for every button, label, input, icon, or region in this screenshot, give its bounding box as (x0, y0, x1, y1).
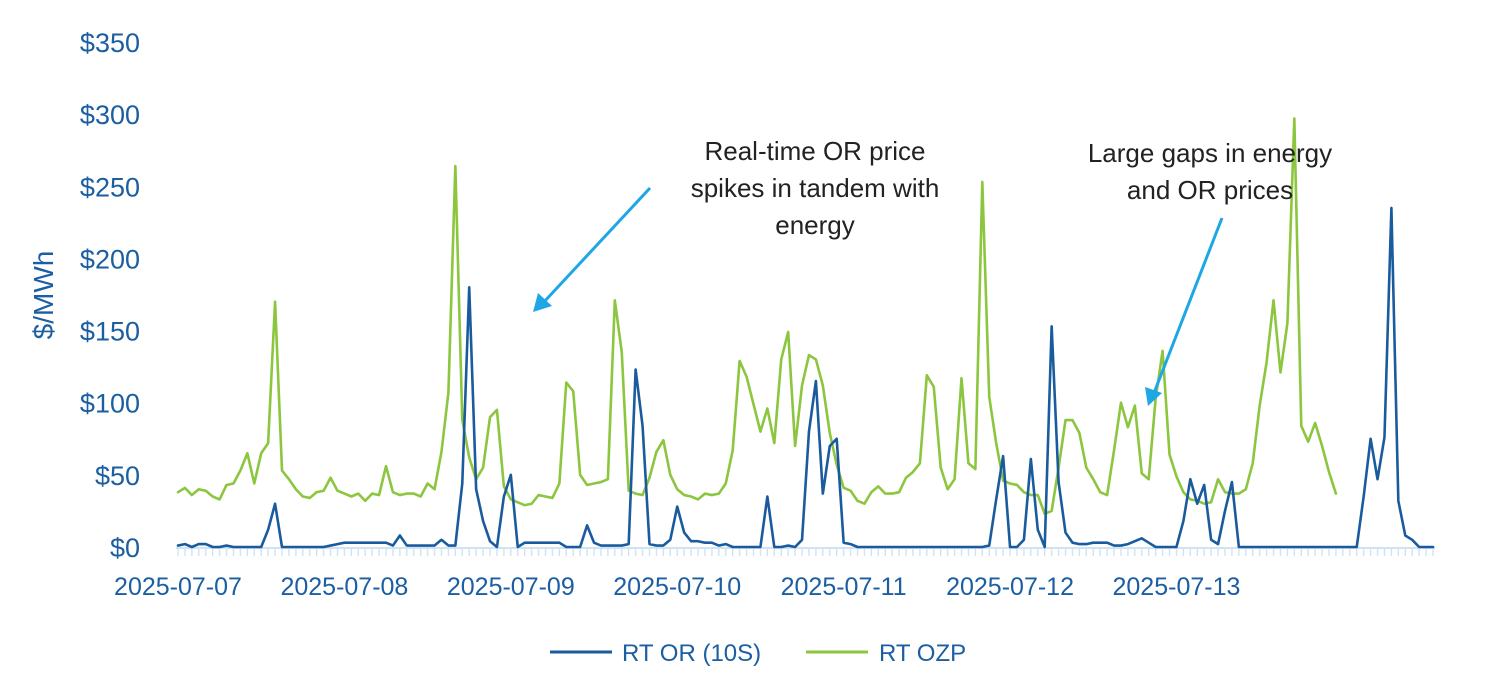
x-tick-label: 2025-07-08 (280, 573, 408, 601)
x-axis (176, 547, 1435, 556)
annotation-arrow (541, 186, 652, 305)
legend-label-rt-or: RT OR (10S) (622, 640, 761, 667)
y-axis-ticks: $0 $50 $100 $150 $200 $250 $300 $350 (80, 28, 140, 563)
x-tick-label: 2025-07-07 (114, 573, 242, 601)
y-tick-label: $150 (80, 317, 140, 347)
y-tick-label: $200 (80, 244, 140, 274)
series-layer (176, 117, 1435, 549)
annotation-line: Real-time OR price (704, 136, 925, 166)
annotation-or-spikes: Real-time OR price spikes in tandem with… (533, 136, 939, 312)
annotation-line: Large gaps in energy (1088, 138, 1332, 168)
x-tick-label: 2025-07-13 (1113, 573, 1241, 601)
legend: RT OR (10S) RT OZP (550, 640, 966, 667)
x-tick-label: 2025-07-09 (447, 573, 575, 601)
annotation-arrowhead (1145, 387, 1162, 406)
x-tick-label: 2025-07-12 (946, 573, 1074, 601)
x-tick-label: 2025-07-11 (781, 573, 907, 601)
annotation-arrowhead (533, 293, 552, 312)
series-line-rt-ozp (176, 117, 1338, 516)
x-tick-label: 2025-07-10 (613, 573, 741, 601)
annotation-line: energy (775, 210, 855, 240)
legend-label-rt-ozp: RT OZP (879, 640, 966, 667)
series-line-rt-or (176, 206, 1435, 549)
x-axis-ticks: 2025-07-07 2025-07-08 2025-07-09 2025-07-10… (114, 573, 1240, 601)
y-tick-label: $0 (110, 533, 140, 563)
y-tick-label: $100 (80, 389, 140, 419)
annotation-line: spikes in tandem with (691, 173, 940, 203)
y-tick-label: $50 (95, 461, 140, 491)
y-axis-label: $/MWh (28, 251, 59, 340)
annotation-large-gaps: Large gaps in energy and OR prices (1088, 138, 1332, 406)
y-tick-label: $350 (80, 28, 140, 58)
annotation-line: and OR prices (1127, 175, 1293, 205)
annotation-arrow (1152, 217, 1224, 394)
y-tick-label: $300 (80, 100, 140, 130)
y-tick-label: $250 (80, 172, 140, 202)
